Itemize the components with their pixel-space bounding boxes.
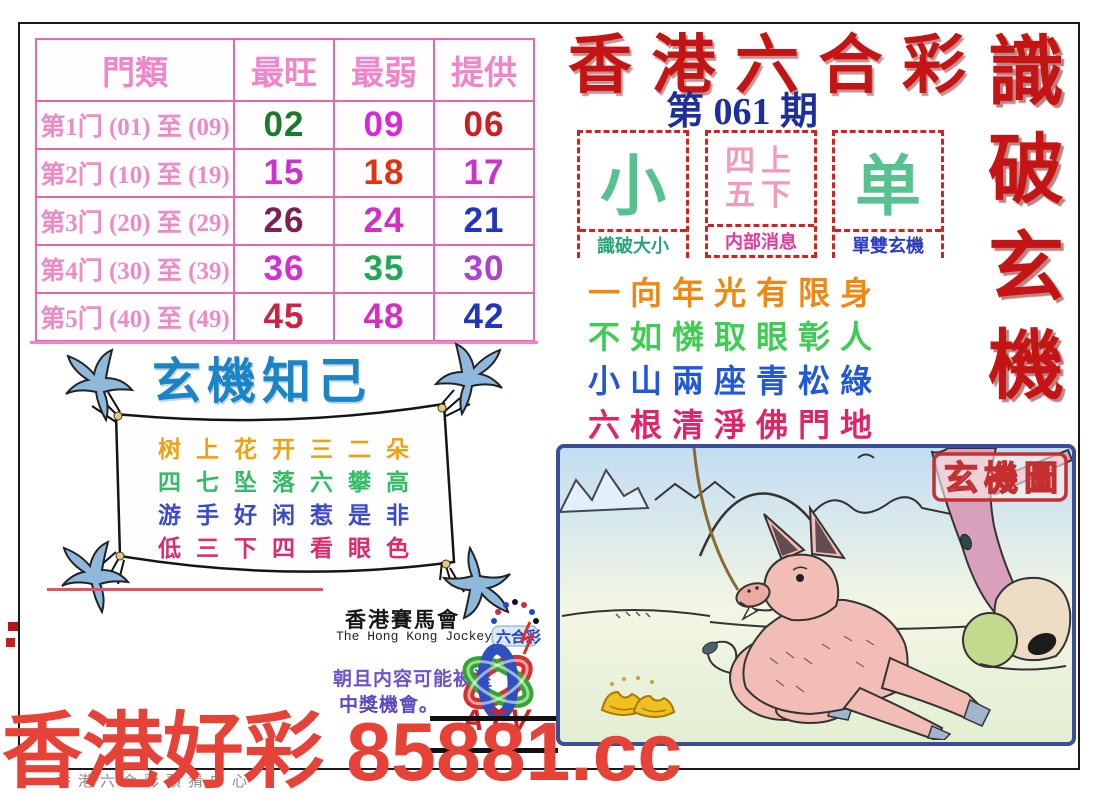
gold-ingots-icon [600, 676, 676, 718]
cell-value: 42 [463, 297, 505, 336]
table-row: 第4门 (30) 至 (39) 36 35 30 [35, 244, 535, 294]
banner-poem-line-1: 树上花开三二朵 [158, 437, 424, 462]
prediction-table: 門類 最旺 最弱 提供 第1门 (01) 至 (09) 02 09 06 第2门… [35, 38, 535, 342]
table-row: 第3门 (20) 至 (29) 26 24 21 [35, 196, 535, 246]
col-header-strongest: 最旺 [233, 38, 335, 102]
seal: 玄機圖 [932, 452, 1068, 502]
red-edge-mark [8, 622, 18, 631]
col-header-category: 門類 [35, 38, 235, 102]
cell-value: 30 [463, 249, 505, 288]
cell-value: 24 [363, 201, 405, 240]
cell-value: 09 [363, 105, 405, 144]
banner-title: 玄機知己 [152, 354, 373, 409]
red-edge-mark [6, 638, 15, 647]
mystery-picture-frame: 玄機圖 [556, 444, 1076, 746]
outer-border [18, 22, 1080, 770]
page-title: 香 港 六 合 彩 [568, 30, 966, 101]
box-value: 单 [855, 151, 921, 224]
banner-canvas-graphic [61, 343, 511, 619]
table-row: 第1门 (01) 至 (09) 02 09 06 [35, 100, 535, 150]
box-label: 識破大小 [580, 229, 686, 258]
col-header-weakest: 最弱 [333, 38, 435, 102]
box-inside-info: 四上 五下 内部消息 [705, 130, 817, 258]
cell-value: 36 [263, 249, 305, 288]
table-row: 第2门 (10) 至 (19) 15 18 17 [35, 148, 535, 198]
black-strike-line [430, 748, 558, 753]
disclaimer-line-1: 朝且内容可能被塗 [333, 669, 494, 690]
poem-line-2: 不如憐取眼彰人 [588, 319, 883, 355]
banner-poem-line-3: 游手好闲惹是非 [158, 503, 424, 528]
side-title-vertical: 識 破 玄 機 [988, 31, 1064, 409]
table-row: 第5门 (40) 至 (49) 45 48 42 [35, 292, 535, 342]
box-value: 小 [600, 151, 666, 224]
mark-six-logo-icon: 六合彩 [491, 599, 541, 655]
banner-poem-line-4: 低三下四看眼色 [158, 536, 424, 561]
pink-divider-line [30, 341, 538, 344]
issue-number: 第 061 期 [665, 91, 818, 133]
mystery-banner: 玄機知己 树上花开三二朵 四七坠落六攀高 游手好闲惹是非 低三下四看眼色 [40, 342, 545, 627]
poem-line-4: 六根清淨佛門地 [588, 407, 883, 443]
cell-value: 21 [463, 201, 505, 240]
cell-value: 48 [363, 297, 405, 336]
svg-text:玄機圖: 玄機圖 [944, 460, 1064, 498]
cell-value: 17 [463, 153, 505, 192]
black-strike-line [430, 716, 558, 721]
banner-poem-line-2: 四七坠落六攀高 [158, 470, 424, 495]
cell-value: 35 [363, 249, 405, 288]
cell-value: 06 [463, 105, 505, 144]
cell-value: 02 [263, 105, 305, 144]
cell-value: 15 [263, 153, 305, 192]
jockey-club-name-en: The Hong Kong Jockey Club [336, 629, 532, 644]
poem-line-1: 一向年光有限身 [588, 275, 883, 311]
box-label: 單雙玄機 [835, 229, 941, 258]
col-header-provided: 提供 [433, 38, 535, 102]
atv-globe-icon [462, 644, 534, 721]
table-header-row: 門類 最旺 最弱 提供 [35, 38, 535, 102]
site-watermark: 香港好彩 85881.cc [2, 705, 683, 796]
cell-value: 45 [263, 297, 305, 336]
canvas-peg-icon [113, 403, 451, 569]
poem-line-3: 小山兩座青松綠 [588, 363, 883, 399]
cell-value: 18 [363, 153, 405, 192]
box-size-prediction: 小 識破大小 [577, 130, 689, 258]
jockey-club-name-cn: 香港賽馬會 [345, 609, 460, 632]
box-value: 四上 五下 [725, 144, 797, 212]
bottom-caption: 香港六合彩預猜中心 [56, 773, 255, 790]
disclaimer-line-2: 中獎機會。 [339, 695, 440, 716]
cell-value: 26 [263, 201, 305, 240]
box-label: 内部消息 [708, 224, 814, 255]
pig-illustration: 玄機圖 [560, 448, 1072, 742]
box-odd-even: 单 單雙玄機 [832, 130, 944, 258]
red-underline [47, 588, 323, 591]
